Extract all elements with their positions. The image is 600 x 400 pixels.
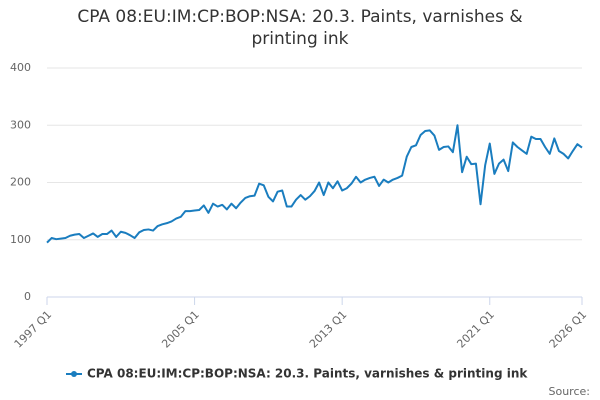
y-tick-label: 100 [10, 233, 31, 246]
x-tick-label: 2013 Q1 [307, 308, 350, 351]
y-tick-label: 0 [24, 290, 31, 303]
y-tick-label: 300 [10, 118, 31, 131]
y-tick-label: 200 [10, 176, 31, 189]
x-tick-label: 2026 Q1 [547, 308, 590, 351]
legend-label: CPA 08:EU:IM:CP:BOP:NSA: 20.3. Paints, v… [87, 367, 528, 381]
x-tick-label: 1997 Q1 [12, 308, 55, 351]
x-tick-label: 2021 Q1 [454, 308, 497, 351]
chart-title: CPA 08:EU:IM:CP:BOP:NSA: 20.3. Paints, v… [77, 7, 523, 49]
y-tick-label: 400 [10, 61, 31, 74]
series-line [46, 124, 583, 244]
source: Source: [549, 385, 591, 398]
legend-marker [71, 371, 77, 377]
x-tick-label: 2005 Q1 [159, 308, 202, 351]
